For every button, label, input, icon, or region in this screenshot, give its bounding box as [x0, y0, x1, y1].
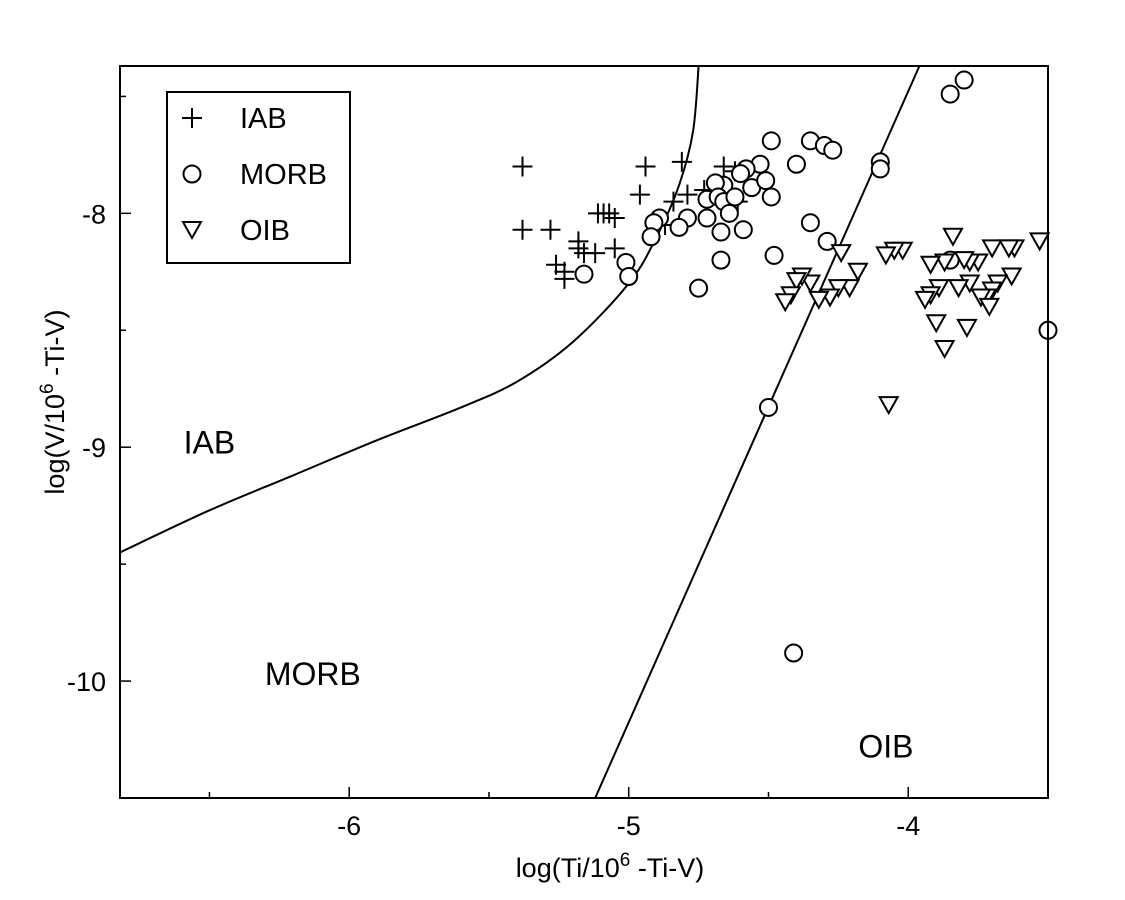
data-point-morb	[870, 159, 890, 179]
data-point-oib	[978, 297, 1001, 317]
data-point-morb	[940, 84, 960, 104]
series-iab	[512, 151, 748, 289]
region-labels-layer: IAB MORB OIB	[184, 425, 914, 765]
data-point-morb	[669, 217, 689, 237]
data-point-oib	[956, 318, 978, 338]
legend-marker-iab	[182, 108, 202, 128]
data-point-morb	[711, 250, 731, 270]
legend-items: IAB MORB OIB	[181, 103, 327, 247]
ticks-layer: -6 -5 -4 -8 -9 -10	[67, 95, 1049, 841]
data-point-oib	[933, 253, 956, 273]
data-point-oib	[914, 290, 936, 310]
region-label-iab: IAB	[184, 425, 236, 461]
series-morb	[574, 70, 1058, 663]
data-point-oib	[827, 279, 850, 299]
data-point-morb	[823, 140, 843, 160]
data-point-iab	[585, 243, 606, 264]
data-point-iab	[540, 219, 561, 240]
data-point-oib	[933, 339, 956, 360]
data-point-oib	[830, 244, 852, 264]
data-point-morb	[711, 222, 731, 242]
data-point-oib	[947, 279, 970, 299]
data-point-morb	[758, 397, 778, 417]
data-point-iab	[512, 219, 533, 240]
region-label-oib: OIB	[858, 729, 913, 765]
data-point-oib	[1028, 232, 1051, 252]
data-point-morb	[731, 164, 751, 184]
region-label-morb: MORB	[265, 656, 361, 692]
data-point-oib	[877, 396, 900, 416]
data-point-iab	[568, 238, 589, 259]
data-point-iab	[604, 238, 625, 259]
legend: IAB MORB OIB	[166, 91, 351, 264]
x-axis-title: log(Ti/106 -Ti-V)	[516, 850, 705, 883]
data-point-oib	[774, 293, 796, 313]
data-point-morb	[761, 187, 781, 207]
data-point-iab	[713, 156, 734, 177]
data-point-morb	[574, 264, 594, 284]
data-point-morb	[619, 266, 639, 286]
legend-marker-morb	[182, 164, 202, 184]
data-point-morb	[641, 227, 661, 247]
data-point-iab	[554, 268, 575, 289]
plot-frame	[119, 65, 1049, 799]
data-point-morb	[719, 203, 739, 223]
series-oib	[774, 227, 1051, 416]
data-point-iab	[663, 191, 684, 212]
legend-label-morb: MORB	[240, 159, 327, 191]
x-tick-label: -6	[337, 811, 361, 841]
legend-marker-oib	[181, 221, 203, 241]
data-point-morb	[784, 643, 804, 663]
data-point-morb	[761, 131, 781, 151]
data-point-morb	[697, 208, 717, 228]
data-point-iab	[604, 208, 625, 229]
data-point-morb	[786, 154, 806, 174]
data-point-iab	[629, 184, 650, 205]
data-point-oib	[981, 239, 1003, 259]
data-point-oib	[847, 262, 869, 282]
boundary-line-morb-oib	[594, 65, 921, 799]
data-point-oib	[785, 272, 808, 292]
data-point-oib	[942, 227, 964, 247]
data-point-oib	[998, 239, 1020, 259]
data-point-iab	[599, 203, 620, 224]
boundary-line-iab-morb	[119, 65, 700, 554]
data-point-iab	[635, 156, 656, 177]
legend-label-oib: OIB	[240, 215, 290, 247]
data-point-iab	[512, 156, 533, 177]
legend-label-iab: IAB	[240, 103, 287, 135]
data-point-iab	[671, 151, 692, 172]
data-point-morb	[954, 70, 974, 90]
data-point-oib	[925, 314, 947, 334]
data-point-morb	[800, 213, 820, 233]
data-point-morb	[764, 245, 784, 265]
data-point-oib	[970, 288, 992, 308]
y-axis-title: log(V/106 -Ti-V)	[37, 309, 70, 494]
data-point-oib	[875, 246, 897, 266]
data-point-oib	[953, 251, 975, 271]
data-point-morb	[733, 220, 753, 240]
data-point-iab	[677, 184, 698, 205]
x-tick-label: -5	[617, 811, 641, 841]
data-point-oib	[919, 255, 942, 275]
data-point-morb	[689, 278, 709, 298]
boundaries-layer	[119, 65, 921, 799]
data-point-morb	[725, 187, 745, 207]
marks-layer	[512, 70, 1058, 663]
data-point-oib	[808, 290, 830, 310]
y-tick-label: -10	[67, 667, 106, 697]
y-tick-label: -8	[82, 199, 106, 229]
data-point-morb	[756, 171, 776, 191]
y-tick-label: -9	[82, 433, 106, 463]
x-tick-label: -4	[896, 811, 920, 841]
